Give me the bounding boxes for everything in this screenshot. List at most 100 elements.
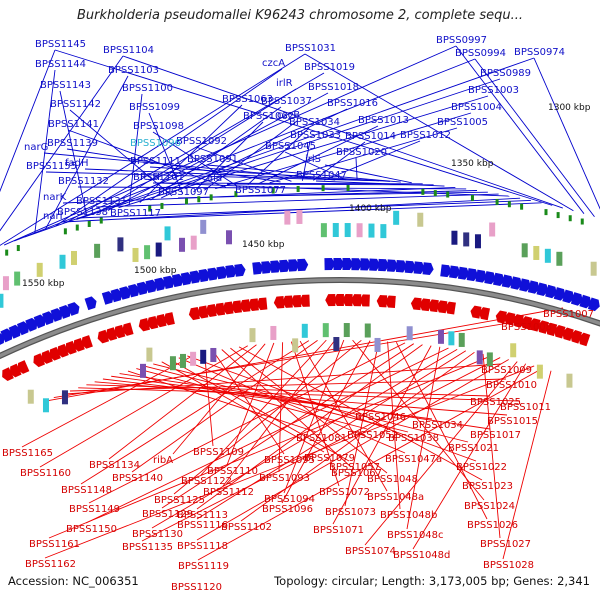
scale-label: 1450 kbp bbox=[242, 240, 285, 250]
leader-line-bottom bbox=[230, 347, 388, 474]
gene-label-top: BPSS1004 bbox=[451, 102, 502, 113]
category-box bbox=[42, 398, 49, 413]
gene-label-top: fadH bbox=[65, 158, 89, 169]
leader-line-bottom bbox=[406, 346, 441, 530]
leader-line-top bbox=[62, 186, 456, 204]
category-box bbox=[356, 223, 363, 238]
leader-line-top bbox=[24, 57, 535, 238]
leader-line-top bbox=[14, 58, 476, 242]
minus-strand-arrow bbox=[273, 296, 285, 309]
scale-label: 1400 kbp bbox=[349, 204, 392, 214]
leader-line-top bbox=[150, 106, 282, 201]
plus-strand-arrow bbox=[261, 261, 273, 274]
gc-tick bbox=[75, 224, 79, 231]
leader-line-top bbox=[67, 129, 227, 188]
gene-label-top: BPSS1100 bbox=[122, 83, 173, 94]
gene-label-bottom: BPSS1028 bbox=[483, 560, 534, 571]
minus-strand-arrow bbox=[222, 301, 234, 315]
plus-strand-arrow bbox=[154, 277, 166, 291]
plus-strand-arrow bbox=[198, 269, 211, 283]
gene-label-top: BPSS1037 bbox=[261, 96, 312, 107]
category-box bbox=[364, 323, 371, 338]
scale-label: 1500 kbp bbox=[134, 266, 177, 276]
chromosome-backbone bbox=[0, 277, 600, 360]
gc-tick bbox=[209, 194, 213, 201]
gc-tick bbox=[346, 185, 350, 192]
gene-label-bottom: BPSS1011 bbox=[500, 402, 551, 413]
category-box bbox=[117, 237, 124, 252]
leader-line-bottom bbox=[200, 339, 327, 476]
plus-strand-arrow bbox=[225, 265, 237, 278]
category-box bbox=[164, 226, 171, 241]
plus-strand-arrow bbox=[180, 272, 193, 286]
gene-label-top: BPSS1062 bbox=[243, 111, 294, 122]
plus-strand-arrow bbox=[360, 258, 372, 271]
gene-label-top: BPSS1098 bbox=[133, 121, 184, 132]
plus-strand-arrow bbox=[527, 280, 540, 294]
minus-strand-arrow bbox=[239, 299, 251, 313]
minus-strand-arrow bbox=[97, 329, 110, 344]
gene-label-top: BPSS1020 bbox=[336, 147, 387, 158]
gene-label-bottom: BPSS1130 bbox=[132, 529, 183, 540]
plus-strand-arrow bbox=[553, 287, 566, 301]
gene-label-bottom: BPSS1021 bbox=[448, 443, 499, 454]
gene-label-bottom: BPSS1048a bbox=[367, 492, 424, 503]
gene-label-bottom: BPSS1038 bbox=[388, 433, 439, 444]
category-box bbox=[333, 337, 340, 352]
gene-label-bottom: BPSS1093 bbox=[259, 473, 310, 484]
category-box bbox=[180, 353, 187, 368]
gc-tick bbox=[197, 196, 201, 203]
category-box bbox=[200, 349, 207, 364]
gc-tick bbox=[321, 185, 325, 192]
gene-label-top: BPSS1101 bbox=[133, 172, 184, 183]
plus-strand-arrow bbox=[351, 258, 363, 271]
gene-label-top: BPSS1092 bbox=[176, 136, 227, 147]
gene-label-top: BPSS1003 bbox=[468, 85, 519, 96]
category-box bbox=[463, 232, 470, 247]
category-box bbox=[144, 245, 151, 260]
plus-strand-arrow bbox=[234, 263, 246, 277]
plus-strand-arrow bbox=[422, 262, 434, 275]
gene-label-bottom: BPSS1023 bbox=[462, 481, 513, 492]
plus-strand-arrow bbox=[386, 259, 398, 272]
minus-strand-arrow bbox=[231, 300, 242, 314]
category-box bbox=[270, 325, 277, 340]
leader-line-top bbox=[34, 69, 56, 234]
gene-label-top: narK bbox=[43, 192, 67, 203]
gene-label-top: BPSS1016 bbox=[327, 98, 378, 109]
leader-line-bottom bbox=[21, 353, 197, 448]
leader-line-bottom bbox=[212, 350, 285, 455]
leader-line-bottom bbox=[108, 344, 257, 460]
leader-line-top bbox=[193, 121, 264, 193]
leader-line-top bbox=[148, 112, 184, 195]
leader-line-top bbox=[69, 109, 173, 197]
gene-label-top: BPSS1144 bbox=[35, 59, 86, 70]
category-box bbox=[393, 210, 400, 225]
leader-line-bottom bbox=[222, 339, 336, 487]
gene-label-bottom: BPSS1048c bbox=[387, 530, 444, 541]
minus-strand-arrow bbox=[478, 307, 491, 321]
gc-tick bbox=[296, 185, 300, 192]
leader-line-top bbox=[355, 157, 358, 181]
category-box bbox=[14, 271, 21, 286]
leader-line-bottom bbox=[85, 347, 449, 524]
minus-strand-arrow bbox=[122, 322, 134, 336]
gene-label-bottom: BPSS1027 bbox=[480, 539, 531, 550]
category-box bbox=[61, 390, 68, 405]
category-box bbox=[448, 331, 455, 346]
leader-line-bottom bbox=[344, 340, 380, 507]
accession-text: Accession: NC_006351 bbox=[8, 574, 139, 588]
category-box bbox=[451, 230, 458, 245]
gene-label-top: BPSS1013 bbox=[358, 115, 409, 126]
gene-label-bottom: BPSS1081 bbox=[296, 433, 347, 444]
gene-label-top: irlR bbox=[276, 78, 293, 89]
plus-strand-arrow bbox=[84, 296, 97, 311]
plus-strand-arrow bbox=[369, 258, 380, 271]
gene-label-bottom: BPSS1015 bbox=[487, 416, 538, 427]
plus-strand-arrow bbox=[297, 258, 309, 272]
minus-strand-arrow bbox=[562, 327, 574, 342]
category-box bbox=[406, 326, 413, 341]
leader-line-top bbox=[0, 49, 56, 193]
category-box bbox=[27, 389, 34, 404]
